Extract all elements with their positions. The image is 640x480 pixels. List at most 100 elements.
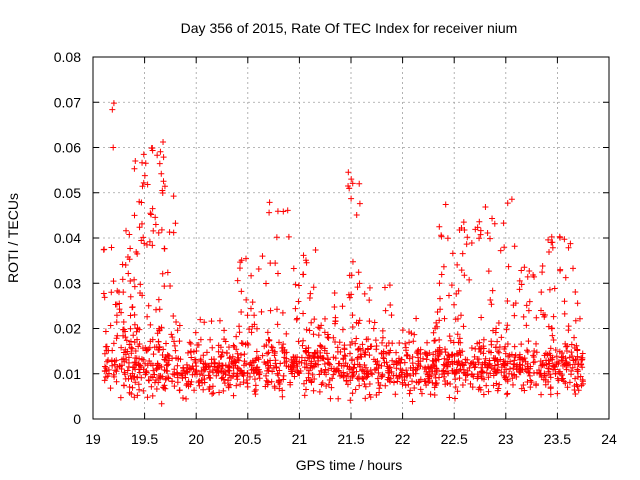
data-point: [578, 361, 585, 368]
data-point: [146, 238, 153, 245]
data-point: [266, 199, 273, 206]
data-point: [227, 381, 234, 388]
data-point: [173, 319, 180, 326]
data-point: [157, 374, 164, 381]
data-point: [494, 358, 501, 365]
data-point: [110, 278, 117, 285]
data-point: [122, 371, 129, 378]
data-point: [336, 339, 343, 346]
data-point: [262, 383, 269, 390]
data-point: [267, 362, 274, 369]
data-point: [211, 363, 218, 370]
data-point: [554, 390, 561, 397]
data-point: [572, 289, 579, 296]
data-point: [357, 345, 364, 352]
data-point: [251, 376, 258, 383]
data-point: [244, 312, 251, 319]
data-point: [148, 383, 155, 390]
data-point: [159, 270, 166, 277]
data-point: [460, 219, 467, 226]
data-point: [383, 350, 390, 357]
data-point: [283, 363, 290, 370]
data-point: [547, 385, 554, 392]
data-point: [149, 242, 156, 249]
data-point: [116, 300, 123, 307]
data-point: [508, 196, 515, 203]
data-point: [549, 332, 556, 339]
data-point: [417, 346, 424, 353]
data-point: [197, 316, 204, 323]
data-point: [136, 386, 143, 393]
data-point: [350, 364, 357, 371]
data-point: [131, 276, 138, 283]
data-point: [441, 362, 448, 369]
data-point: [407, 364, 414, 371]
data-point: [308, 360, 315, 367]
data-point: [335, 367, 342, 374]
data-point: [154, 152, 161, 159]
data-point: [479, 361, 486, 368]
data-point: [146, 377, 153, 384]
data-point: [478, 373, 485, 380]
data-point: [340, 362, 347, 369]
data-point: [446, 333, 453, 340]
data-point: [322, 315, 329, 322]
data-point: [161, 385, 168, 392]
data-point: [150, 351, 157, 358]
data-point: [142, 369, 149, 376]
data-point: [449, 367, 456, 374]
data-point: [503, 391, 510, 398]
data-point: [203, 349, 210, 356]
data-point: [357, 353, 364, 360]
data-point: [527, 365, 534, 372]
data-point: [559, 375, 566, 382]
data-point: [302, 348, 309, 355]
data-point: [454, 261, 461, 268]
data-point: [149, 362, 156, 369]
data-point: [165, 361, 172, 368]
data-point: [250, 367, 257, 374]
data-point: [306, 327, 313, 334]
data-point: [469, 384, 476, 391]
data-point: [131, 212, 138, 219]
data-point: [474, 371, 481, 378]
x-tick-label: 22.5: [441, 431, 468, 447]
data-point: [436, 344, 443, 351]
data-point: [113, 312, 120, 319]
data-point: [510, 302, 517, 309]
data-point: [231, 343, 238, 350]
data-point: [337, 372, 344, 379]
data-point: [459, 250, 466, 257]
data-point: [132, 157, 139, 164]
data-point: [215, 369, 222, 376]
data-point: [312, 247, 319, 254]
data-point: [577, 373, 584, 380]
data-point: [539, 269, 546, 276]
data-point: [303, 386, 310, 393]
data-point: [220, 376, 227, 383]
data-point: [149, 147, 156, 154]
data-point: [152, 214, 159, 221]
data-point: [456, 335, 463, 342]
data-point: [463, 241, 470, 248]
data-point: [518, 281, 525, 288]
data-point: [255, 265, 262, 272]
data-point: [467, 380, 474, 387]
data-point: [425, 365, 432, 372]
data-point: [263, 341, 270, 348]
data-point: [552, 346, 559, 353]
data-point: [349, 390, 356, 397]
data-point: [196, 382, 203, 389]
data-point: [339, 303, 346, 310]
data-point: [557, 266, 564, 273]
data-point: [149, 205, 156, 212]
data-point: [193, 347, 200, 354]
data-point: [476, 218, 483, 225]
data-point: [387, 301, 394, 308]
data-point: [474, 224, 481, 231]
data-point: [264, 350, 271, 357]
data-point: [366, 284, 373, 291]
data-point: [492, 355, 499, 362]
data-point: [452, 370, 459, 377]
data-point: [568, 368, 575, 375]
